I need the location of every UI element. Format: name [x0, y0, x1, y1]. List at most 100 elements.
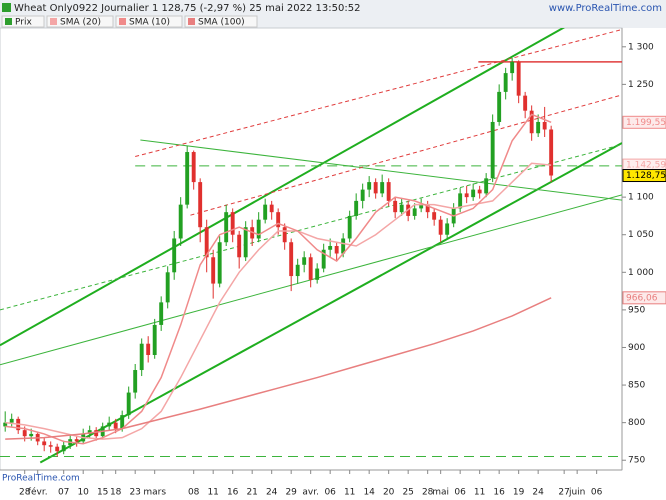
price-marker: [622, 115, 666, 129]
candle-body: [263, 204, 268, 220]
candle-body: [9, 418, 14, 423]
legend-label[interactable]: SMA (10): [129, 18, 170, 28]
candle-body: [3, 422, 8, 427]
candle-body: [549, 129, 554, 176]
candle-body: [503, 73, 508, 92]
candle-body: [256, 219, 261, 239]
candle-body: [94, 430, 99, 437]
candle-body: [198, 182, 203, 228]
candle-body: [295, 264, 300, 277]
candle-body: [217, 242, 222, 284]
legend-label[interactable]: Prix: [15, 18, 32, 28]
candle-body: [458, 193, 463, 209]
candle-body: [159, 302, 164, 325]
y-tick-label: 750: [628, 456, 645, 466]
candle-body: [399, 204, 404, 213]
candle-body: [126, 392, 131, 416]
x-tick-label: 14: [363, 488, 375, 498]
candle-body: [42, 441, 47, 446]
header-site[interactable]: www.ProRealTime.com: [549, 3, 662, 14]
x-tick-label: 06: [591, 488, 603, 498]
candle-body: [133, 370, 138, 393]
x-tick-label: févr.: [28, 487, 48, 498]
x-tick-label: 16: [493, 488, 505, 498]
candle-body: [211, 257, 216, 284]
candle-body: [146, 343, 151, 355]
x-tick-label: 19: [513, 488, 525, 498]
candle-body: [432, 212, 437, 220]
legend-item[interactable]: [46, 15, 114, 28]
candle-body: [165, 272, 170, 303]
y-tick-label: 950: [628, 305, 645, 315]
legend-label[interactable]: SMA (20): [60, 18, 101, 28]
legend-swatch: [119, 18, 126, 25]
x-tick-label: 24: [266, 488, 278, 498]
candle-body: [276, 212, 281, 228]
candle-body: [328, 245, 333, 250]
price-marker-label: 966,06: [626, 293, 658, 303]
x-tick-label: 23: [129, 488, 140, 498]
candle-body: [419, 204, 424, 209]
candle-body: [347, 215, 352, 239]
candle-body: [380, 182, 385, 194]
x-tick-label: 28: [19, 488, 31, 498]
trend-line: [140, 139, 622, 201]
legend-swatch: [5, 18, 12, 25]
candle-body: [22, 430, 27, 437]
candle-body: [152, 324, 157, 355]
y-tick-label: 1 300: [628, 42, 654, 52]
x-tick-label: 06: [454, 488, 466, 498]
plot-area: [0, 27, 623, 471]
sma-line: [5, 113, 552, 445]
axes: 750 800 850 900 950 1 000 1 050 1 100 1 250 1 300…: [19, 42, 666, 498]
candle-body: [113, 422, 118, 429]
x-tick-label: 15: [97, 488, 108, 498]
candle-body: [230, 212, 235, 235]
candle-body: [490, 121, 495, 179]
y-axis-area: [622, 28, 666, 470]
legend-label[interactable]: SMA (100): [198, 18, 245, 28]
x-tick-label: 08: [188, 488, 200, 498]
x-tick-label: juin: [568, 488, 585, 498]
trend-line: [190, 94, 622, 216]
candle-body: [386, 182, 391, 201]
y-tick-label: 900: [628, 343, 645, 353]
sma-line: [5, 297, 552, 440]
header-icon: [2, 3, 11, 12]
trend-line: [39, 142, 622, 464]
candle-body: [243, 227, 248, 258]
candle-body: [204, 227, 209, 258]
candle-body: [360, 189, 365, 201]
x-tick-label: 24: [532, 488, 544, 498]
candle-body: [523, 95, 528, 111]
x-tick-label: 16: [227, 488, 239, 498]
candle-body: [315, 268, 320, 280]
x-tick-label: mai: [432, 488, 449, 498]
candle-body: [542, 121, 547, 130]
sma-line: [5, 162, 552, 440]
header-title: Wheat Only0922 Journalier 1 128,75 (-2,9…: [14, 3, 360, 14]
candle-body: [438, 219, 443, 235]
candle-body: [237, 234, 242, 258]
x-tick-label: 25: [402, 488, 413, 498]
candle-body: [497, 91, 502, 122]
price-marker-label: 1.199,55: [626, 118, 666, 128]
candle-body: [74, 439, 79, 442]
candle-body: [536, 121, 541, 134]
candle-body: [87, 430, 92, 434]
candle-body: [289, 242, 294, 277]
legend-item[interactable]: [115, 15, 183, 28]
legend-item[interactable]: [1, 15, 45, 28]
price-marker-label: 1.142,59: [626, 161, 666, 171]
candle-body: [107, 422, 112, 427]
price-marker-label: 1.128,75: [626, 171, 666, 181]
candle-body: [61, 445, 66, 452]
candle-body: [321, 249, 326, 269]
x-tick-label: 11: [207, 488, 218, 498]
x-tick-label: 21: [246, 488, 257, 498]
candle-body: [510, 61, 515, 74]
legend-item[interactable]: [184, 15, 258, 28]
x-tick-label: 10: [77, 488, 89, 498]
candle-body: [464, 193, 469, 198]
candle-body: [191, 152, 196, 183]
